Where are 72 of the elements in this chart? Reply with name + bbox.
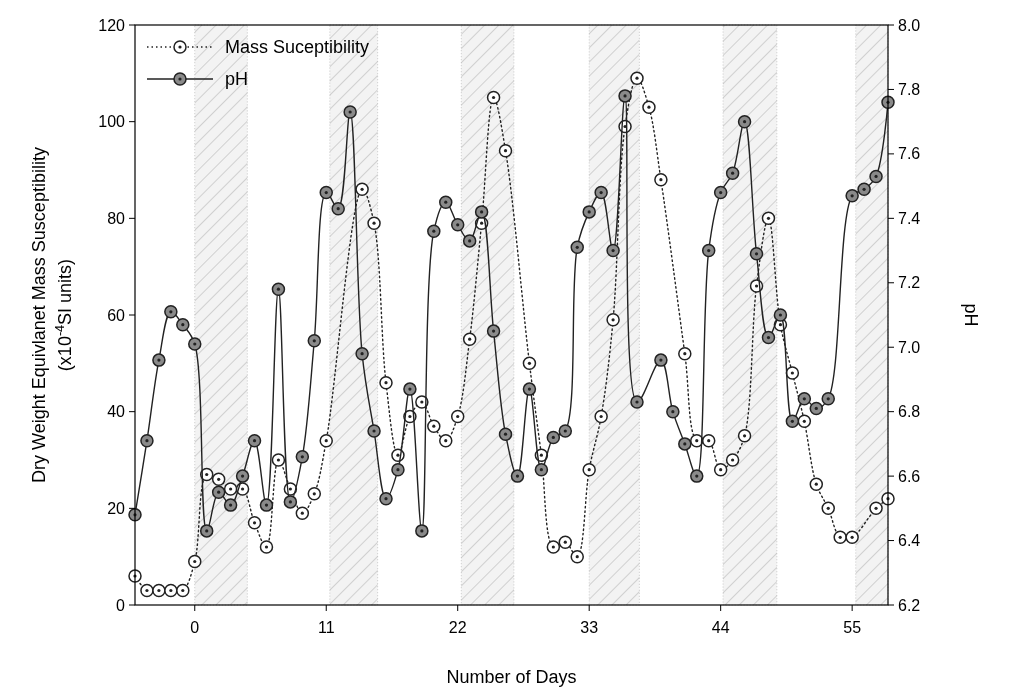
point (594, 409, 608, 424)
point (211, 472, 226, 487)
point (630, 71, 644, 85)
point (427, 419, 441, 433)
x-tick-label: 22 (448, 619, 467, 636)
point (355, 182, 369, 197)
point (821, 501, 835, 516)
y2-tick-label: 7.0 (898, 338, 921, 356)
point (486, 90, 501, 105)
y2-tick-label: 6.2 (898, 596, 921, 614)
x-tick-label: 33 (580, 619, 599, 636)
legend-label: pH (225, 69, 249, 90)
point (785, 366, 800, 380)
legend-label: Mass Suceptibility (225, 37, 370, 58)
y2-tick-label: 7.6 (898, 145, 921, 163)
point (223, 482, 238, 496)
y2-tick-label: 7.4 (898, 209, 921, 227)
y-tick-label: 0 (116, 596, 126, 614)
point (188, 554, 202, 569)
point (642, 100, 656, 114)
point (606, 313, 620, 327)
point (761, 211, 776, 226)
y-tick-label: 100 (98, 113, 126, 131)
point (725, 453, 740, 467)
point (737, 429, 752, 443)
point (546, 540, 561, 554)
point (498, 143, 513, 158)
x-axis-title: Number of Days (446, 667, 577, 687)
y2-axis-title: pH (961, 303, 981, 327)
point (833, 530, 847, 545)
point (379, 375, 393, 390)
point (582, 462, 596, 477)
point (678, 346, 692, 361)
y2-tick-label: 7.2 (898, 274, 921, 292)
y-tick-label: 80 (107, 209, 126, 227)
x-tick-label: 11 (317, 619, 335, 636)
point (164, 583, 178, 598)
point (247, 516, 262, 530)
y2-tick-label: 6.8 (898, 403, 921, 421)
point (450, 409, 465, 424)
point (152, 583, 166, 598)
point (869, 501, 883, 516)
point (367, 216, 381, 230)
y-tick-label: 40 (107, 403, 126, 421)
point (307, 487, 322, 501)
point (259, 540, 274, 554)
point (797, 414, 812, 429)
point (522, 356, 537, 371)
point (140, 583, 154, 598)
x-tick-label: 55 (843, 619, 862, 636)
point (271, 453, 286, 467)
y-tick-label: 60 (107, 306, 126, 324)
point (319, 433, 333, 448)
y-tick-label: 20 (107, 499, 126, 517)
y2-tick-label: 6.4 (898, 532, 921, 550)
x-tick-label: 44 (711, 619, 730, 636)
point (701, 433, 716, 448)
point (654, 172, 668, 187)
point (439, 433, 453, 448)
y-tick-label: 120 (98, 16, 126, 34)
point (713, 462, 728, 477)
point (176, 583, 190, 598)
point (558, 535, 573, 549)
point (295, 506, 310, 520)
y2-tick-label: 8.0 (898, 16, 921, 34)
y2-tick-label: 6.6 (898, 467, 921, 485)
x-tick-label: 0 (190, 619, 200, 636)
point (570, 549, 584, 564)
point (845, 530, 859, 545)
point (809, 477, 824, 491)
y2-tick-label: 7.8 (898, 81, 921, 99)
point (462, 332, 477, 346)
